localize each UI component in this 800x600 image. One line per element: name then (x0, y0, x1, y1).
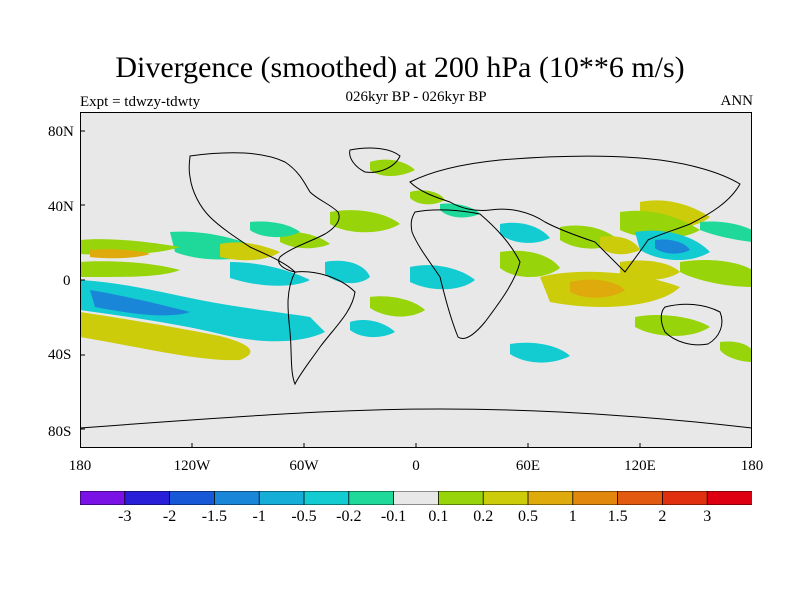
coastline-greenland (349, 147, 401, 173)
colorbar-swatch (393, 491, 440, 505)
colorbar-label: 1 (568, 508, 577, 525)
coastline-europe-asia (409, 155, 741, 273)
field-neg-indian-ocean-south (510, 342, 570, 363)
field-neg-north-pacific-east (700, 221, 752, 242)
lat-tick-40n: 40N (48, 199, 74, 215)
lat-tick-80s: 80S (48, 424, 72, 440)
field-pos-south-pacific-upper (80, 261, 180, 278)
lon-tick-180w: 180 (68, 458, 92, 474)
field-pos-southern-ocean-east (720, 341, 752, 362)
lon-tick-0: 0 (412, 458, 420, 474)
divergence-fields (80, 159, 752, 363)
field-pos-mexico (220, 242, 280, 261)
chart-subtitle: 026kyr BP - 026kyr BP (345, 89, 487, 105)
field-neg-mid-pacific (230, 262, 310, 286)
colorbar-label: -1 (252, 508, 266, 525)
colorbar-label: 0.1 (428, 508, 449, 525)
colorbar-swatch (348, 491, 395, 505)
field-neg-strong-west-pacific (655, 239, 690, 254)
lon-tick-120e: 120E (624, 458, 656, 474)
colorbar-swatch (80, 491, 126, 505)
coastlines (80, 147, 752, 429)
colorbar-swatch (437, 491, 485, 505)
colorbar-label: -2 (162, 508, 177, 525)
coastline-africa (410, 209, 521, 339)
lon-tick-60e: 60E (515, 458, 541, 474)
coastline-north-america (188, 152, 340, 273)
field-neg-africa (410, 265, 475, 290)
colorbar-swatch (213, 491, 261, 505)
lat-tick-0: 0 (63, 273, 71, 289)
lat-tick-80n: 80N (48, 124, 74, 140)
experiment-label: Expt = tdwzy-tdwty (80, 94, 201, 110)
divergence-map (80, 112, 752, 448)
lon-tick-60w: 60W (289, 458, 319, 474)
field-pos-atlantic-mid (330, 210, 400, 233)
colorbar-label: 2 (658, 508, 667, 525)
field-pos-west-africa (500, 250, 560, 277)
lon-tick-120w: 120W (173, 458, 211, 474)
lat-tick-40s: 40S (48, 347, 72, 363)
chart-title: Divergence (smoothed) at 200 hPa (10**6 … (115, 51, 685, 84)
coastline-australia (660, 303, 723, 346)
field-neg-equatorial-atlantic (325, 260, 370, 284)
field-pos-strong-central-pacific (90, 249, 150, 259)
field-neg-east-africa (500, 222, 550, 243)
colorbar-swatch (169, 491, 216, 505)
colorbar-swatch (482, 491, 529, 505)
colorbar-label: 1.5 (607, 508, 628, 525)
field-pos-south-atlantic (370, 296, 425, 317)
field-neg-south-atlantic (350, 320, 395, 338)
colorbar-label: 0.5 (518, 508, 538, 525)
field-pos-west-pacific-east (680, 259, 752, 287)
colorbar-label: -0.5 (291, 508, 317, 525)
colorbar-swatch (572, 491, 619, 505)
colorbar-label: 0.2 (473, 508, 494, 525)
colorbar-label: 3 (703, 508, 712, 525)
colorbar-label: -1.5 (201, 508, 228, 525)
colorbar-swatch (706, 491, 752, 505)
colorbar-swatch (662, 491, 709, 505)
colorbar-label: -0.2 (336, 508, 362, 525)
coastline-antarctica (80, 408, 752, 429)
field-neg-strong-south-pacific (90, 290, 190, 316)
lon-tick-180e: 180 (740, 458, 764, 474)
lon-tick-marks (191, 443, 641, 448)
season-label: ANN (720, 93, 754, 109)
colorbar-label: -0.1 (380, 508, 407, 525)
field-pos-south-pacific-lower (80, 312, 251, 361)
colorbar-swatch (303, 491, 350, 505)
field-pos-strong-indian-ocean (570, 279, 625, 298)
colorbar-label: -3 (118, 508, 132, 525)
field-pos-east-pacific (280, 231, 330, 249)
field-pos-australia (635, 315, 710, 337)
colorbar-swatch (258, 491, 305, 505)
field-pos-india-strong (600, 236, 640, 255)
colorbar (80, 491, 752, 505)
field-pos-scandinavia (410, 190, 445, 205)
coastline-south-america (287, 271, 356, 386)
colorbar-swatch (527, 491, 574, 505)
field-neg-caribbean (250, 221, 300, 238)
lat-tick-marks (80, 130, 85, 430)
field-neg-south-pacific (80, 280, 325, 342)
colorbar-swatch (124, 491, 171, 505)
colorbar-swatch (617, 491, 664, 505)
field-pos-maritime-continent (620, 260, 680, 280)
field-pos-north-atlantic (370, 159, 415, 176)
